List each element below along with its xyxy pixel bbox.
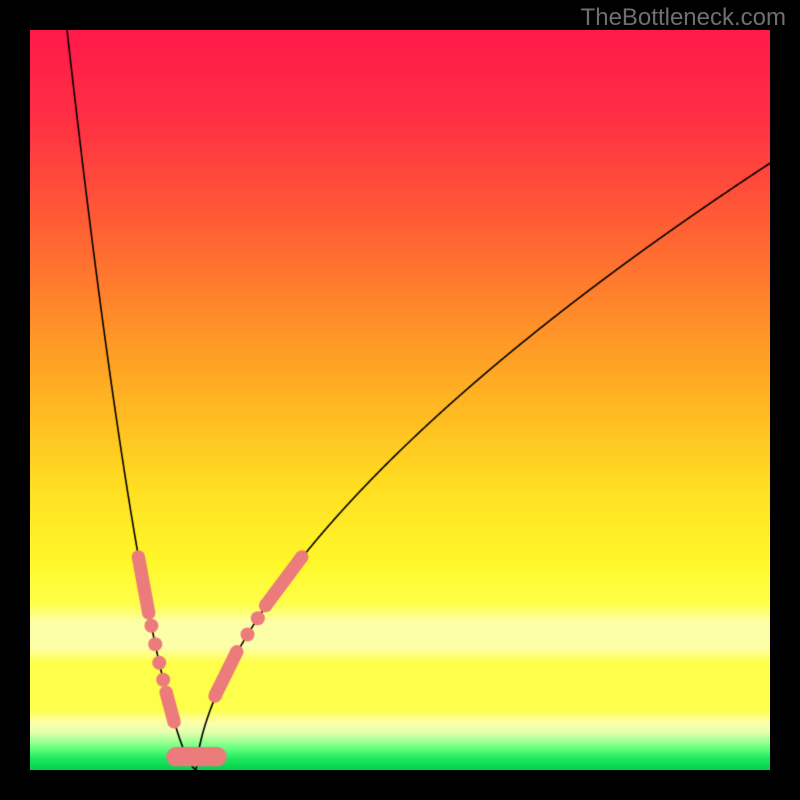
- bottleneck-curve-chart: [30, 30, 770, 770]
- watermark-text: TheBottleneck.com: [581, 4, 786, 32]
- chart-stage: TheBottleneck.com: [0, 0, 800, 800]
- plot-frame: [30, 30, 770, 770]
